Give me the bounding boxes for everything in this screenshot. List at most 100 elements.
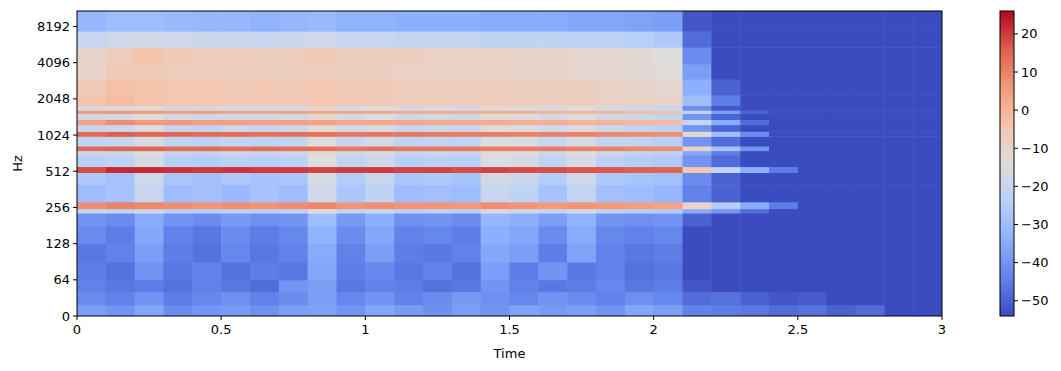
cell: [596, 167, 625, 173]
cell: [164, 167, 193, 173]
cell: [538, 64, 567, 80]
cell: [769, 209, 798, 214]
cell: [481, 155, 510, 167]
cell: [164, 125, 193, 132]
cell: [856, 110, 885, 114]
cell: [654, 172, 683, 184]
cell: [77, 213, 106, 226]
cell: [596, 125, 625, 132]
cell: [769, 155, 798, 167]
cell: [481, 213, 510, 226]
cell: [365, 11, 394, 32]
cell: [769, 136, 798, 146]
cell: [711, 47, 740, 64]
cell: [337, 146, 366, 151]
cell: [683, 136, 712, 146]
cell: [567, 125, 596, 132]
cell: [135, 113, 164, 120]
cell: [279, 213, 308, 226]
cell: [279, 280, 308, 292]
cell: [365, 110, 394, 114]
cell: [596, 79, 625, 96]
cell: [798, 106, 827, 111]
cell: [510, 136, 539, 146]
cell: [683, 167, 712, 173]
cell: [711, 244, 740, 263]
cell: [308, 202, 337, 209]
cell: [106, 136, 135, 146]
cell: [683, 244, 712, 263]
cell: [711, 151, 740, 156]
cell: [135, 79, 164, 96]
cell: [654, 305, 683, 316]
cell: [337, 131, 366, 136]
cell: [856, 244, 885, 263]
cell: [452, 146, 481, 151]
x-tick-label: 2: [650, 322, 658, 337]
cell: [192, 209, 221, 214]
cell: [221, 226, 250, 244]
x-tick-label: 1.5: [499, 322, 520, 337]
cell: [164, 136, 193, 146]
cell: [279, 11, 308, 32]
cell: [337, 64, 366, 80]
cell: [250, 209, 279, 214]
cell: [596, 106, 625, 111]
cell: [250, 113, 279, 120]
cell: [683, 110, 712, 114]
cell: [423, 125, 452, 132]
cell: [135, 155, 164, 167]
cell: [913, 136, 942, 146]
cell: [135, 213, 164, 226]
x-tick-label: 3: [938, 322, 946, 337]
cell: [567, 292, 596, 306]
cell: [452, 79, 481, 96]
cell: [711, 184, 740, 202]
cell: [135, 146, 164, 151]
cell: [884, 172, 913, 184]
cell: [567, 110, 596, 114]
cell: [538, 209, 567, 214]
cell: [913, 167, 942, 173]
cell: [279, 244, 308, 263]
x-tick: [653, 316, 654, 320]
cell: [192, 244, 221, 263]
cell: [740, 280, 769, 292]
cell: [192, 146, 221, 151]
cell: [683, 119, 712, 125]
cell: [567, 31, 596, 48]
cell: [221, 244, 250, 263]
cell: [279, 125, 308, 132]
cell: [221, 155, 250, 167]
cell: [683, 95, 712, 106]
cell: [135, 11, 164, 32]
cell: [740, 79, 769, 96]
cell: [192, 79, 221, 96]
cell: [337, 202, 366, 209]
cell: [884, 106, 913, 111]
cell: [827, 244, 856, 263]
cell: [856, 305, 885, 316]
cell: [452, 292, 481, 306]
cell: [481, 167, 510, 173]
cell: [538, 292, 567, 306]
colorbar-tick-label: −50: [1021, 293, 1048, 308]
cell: [106, 47, 135, 64]
cell: [106, 113, 135, 120]
y-tick: [73, 316, 77, 317]
cell: [625, 226, 654, 244]
cell: [394, 209, 423, 214]
cell: [423, 226, 452, 244]
cell: [337, 209, 366, 214]
cell: [452, 280, 481, 292]
cell: [510, 262, 539, 280]
cell: [683, 280, 712, 292]
cell: [481, 244, 510, 263]
cell: [337, 167, 366, 173]
cell: [452, 172, 481, 184]
cell: [423, 11, 452, 32]
cell: [769, 226, 798, 244]
cell: [279, 226, 308, 244]
cell: [192, 11, 221, 32]
cell: [279, 47, 308, 64]
